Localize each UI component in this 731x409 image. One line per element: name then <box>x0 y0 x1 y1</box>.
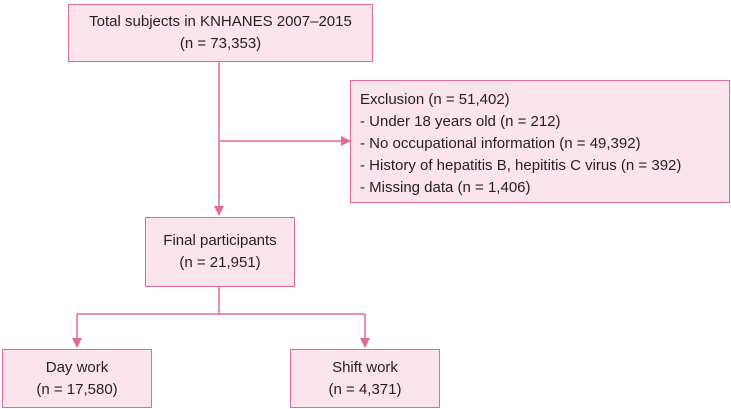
total-subjects-title: Total subjects in KNHANES 2007–2015 <box>89 13 352 30</box>
exclusion-box: Exclusion (n = 51,402) - Under 18 years … <box>350 80 730 203</box>
day-work-count: (n = 17,580) <box>36 380 118 398</box>
shift-work-count: (n = 4,371) <box>328 380 402 398</box>
day-work-box: Day work (n = 17,580) <box>2 349 152 408</box>
shift-work-title: Shift work <box>332 358 398 376</box>
exclusion-item: - Under 18 years old (n = 212) <box>360 113 561 130</box>
final-participants-box: Final participants (n = 21,951) <box>145 217 295 287</box>
exclusion-item: - No occupational information (n = 49,39… <box>360 135 641 152</box>
exclusion-title: Exclusion (n = 51,402) <box>360 91 510 108</box>
total-subjects-box: Total subjects in KNHANES 2007–2015 (n =… <box>68 4 373 62</box>
exclusion-item: - History of hepatitis B, hepititis C vi… <box>360 157 682 174</box>
total-subjects-count: (n = 73,353) <box>179 35 262 52</box>
shift-work-box: Shift work (n = 4,371) <box>290 349 440 408</box>
final-participants-title: Final participants <box>163 232 277 249</box>
exclusion-item: - Missing data (n = 1,406) <box>360 179 531 196</box>
final-participants-count: (n = 21,951) <box>179 254 261 271</box>
day-work-title: Day work <box>45 358 109 376</box>
